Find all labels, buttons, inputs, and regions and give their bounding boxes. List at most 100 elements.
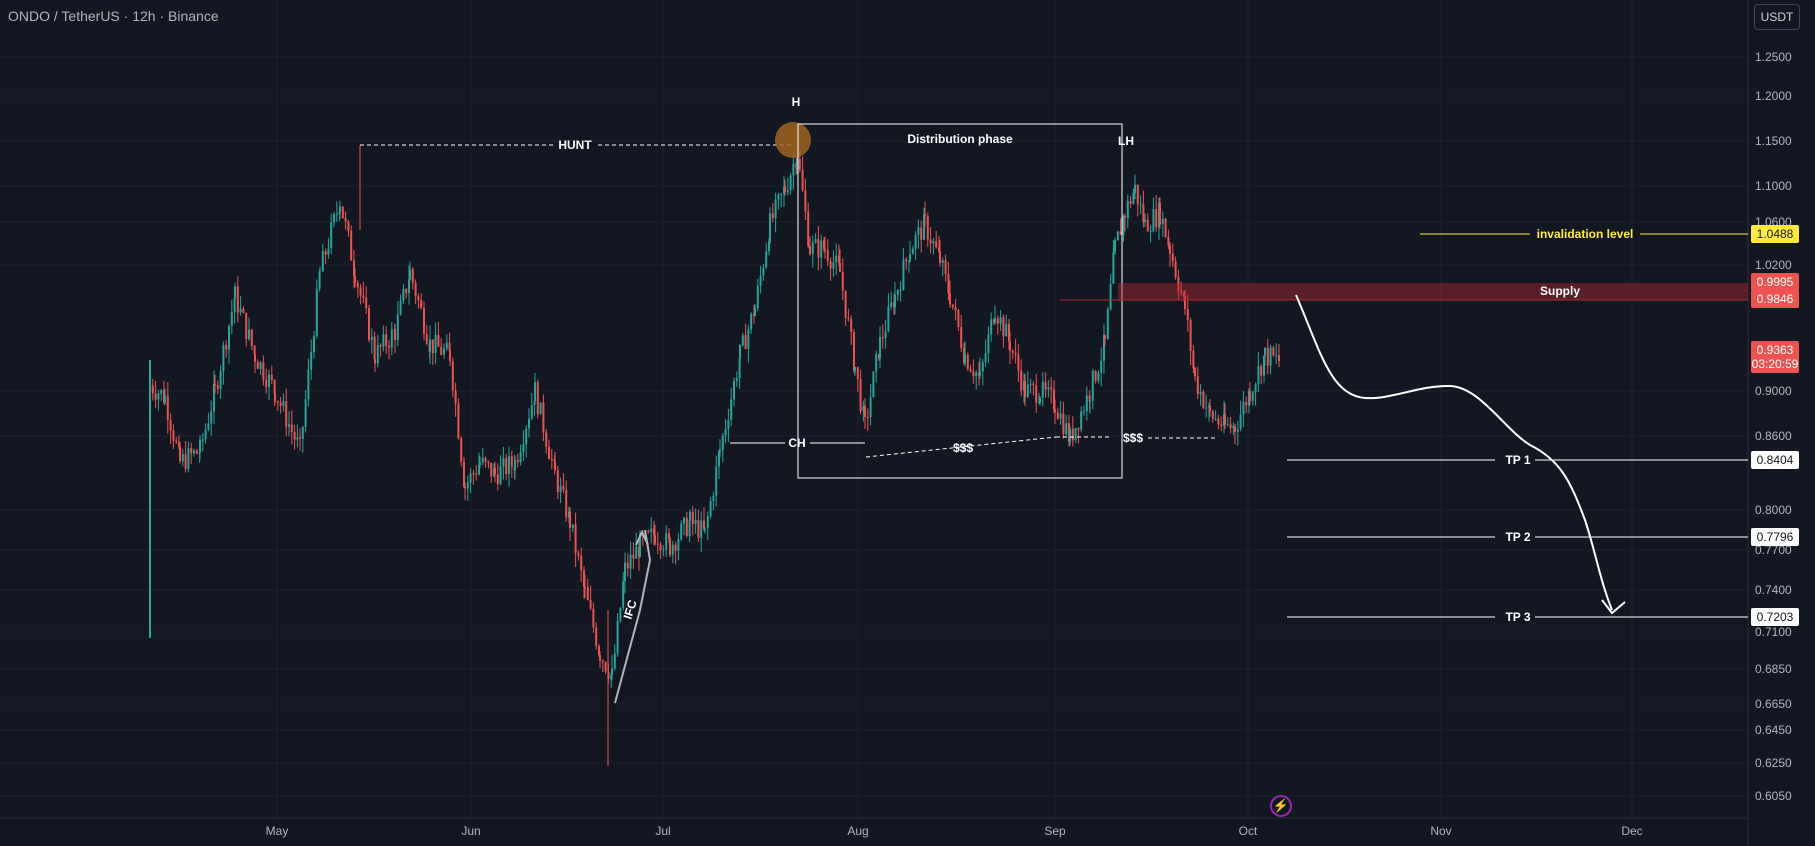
candle-body	[207, 423, 210, 430]
lightning-icon[interactable]: ⚡	[1270, 795, 1292, 817]
candle-body	[321, 251, 324, 272]
candle-body	[653, 528, 655, 536]
candle-body	[288, 424, 290, 427]
candle-body	[365, 297, 368, 309]
candle-body	[1134, 184, 1136, 193]
candle-body	[1202, 391, 1205, 408]
price-badge-tp3	[1751, 608, 1799, 626]
candle-body	[339, 206, 341, 212]
tp3-label: TP 3	[1505, 610, 1530, 624]
candle-body	[1180, 290, 1183, 293]
currency-button[interactable]: USDT	[1754, 4, 1800, 30]
candle-body	[1257, 365, 1260, 385]
candle-body	[730, 399, 733, 421]
candle-body	[598, 646, 600, 655]
candle-body	[595, 627, 598, 647]
candle-body	[475, 473, 478, 475]
price-axis	[1748, 0, 1815, 846]
candle-body	[1065, 423, 1068, 435]
candle-body	[1142, 204, 1145, 223]
candle-body	[706, 516, 709, 528]
symbol-title[interactable]: ONDO / TetherUS · 12h · Binance	[8, 8, 219, 24]
candle-body	[583, 570, 585, 588]
candle-body	[680, 523, 683, 540]
candle-body	[1008, 324, 1010, 342]
candle-body	[429, 339, 431, 352]
candle-body	[1085, 395, 1088, 412]
candle-body	[356, 283, 359, 288]
candle-body	[1050, 387, 1053, 390]
candle-body	[382, 334, 385, 347]
candle-body	[394, 329, 396, 341]
candle-body	[539, 402, 542, 415]
candle-body	[864, 405, 866, 417]
candle-body	[178, 441, 180, 447]
candle-body	[814, 239, 817, 243]
candle-body	[801, 169, 804, 191]
candle-body	[254, 354, 256, 362]
candle-body	[222, 345, 225, 372]
candle-body	[1159, 203, 1161, 225]
candle-body	[304, 399, 307, 427]
candle-body	[1119, 231, 1122, 235]
candle-body	[313, 336, 315, 352]
candle-body	[466, 482, 469, 489]
candle-body	[659, 544, 662, 551]
candle-body	[733, 380, 735, 400]
candle-body	[765, 251, 768, 268]
candle-body	[1186, 309, 1189, 321]
candle-body	[972, 371, 975, 377]
candle-body	[457, 403, 460, 439]
candle-body	[944, 260, 947, 274]
candle-body	[359, 287, 362, 296]
candle-body	[533, 401, 536, 405]
candle-body	[530, 404, 533, 419]
candle-body	[798, 158, 801, 170]
candle-body	[859, 379, 862, 412]
candle-body	[571, 524, 574, 528]
candle-body	[914, 235, 917, 249]
candle-body	[1272, 347, 1275, 356]
candle-body	[1056, 412, 1059, 419]
candle-body	[923, 214, 925, 240]
candle-body	[440, 346, 443, 355]
candle-body	[1211, 411, 1214, 419]
candle-body	[869, 397, 872, 418]
candle-body	[872, 371, 875, 398]
candle-body	[496, 474, 499, 485]
candle-body	[1226, 424, 1229, 426]
candle-body	[1242, 402, 1245, 415]
candle-body	[616, 620, 619, 654]
candle-body	[273, 380, 276, 394]
candle-body	[175, 441, 178, 443]
candle-body	[233, 298, 236, 313]
candle-body	[239, 308, 242, 313]
candle-body	[545, 432, 548, 447]
candle-body	[881, 336, 884, 339]
candle-body	[525, 428, 528, 445]
candle-body	[866, 416, 869, 418]
candle-body	[691, 511, 694, 524]
invalidation-label: invalidation level	[1537, 227, 1634, 241]
candle-body	[1234, 426, 1236, 432]
candle-body	[574, 524, 577, 553]
candle-body	[762, 267, 765, 276]
candle-body	[727, 420, 730, 429]
candle-body	[809, 246, 811, 254]
candle-body	[285, 401, 288, 427]
x-tick-label: Sep	[1044, 824, 1066, 838]
candle-body	[379, 345, 382, 347]
candle-body	[577, 552, 580, 556]
tp2-label: TP 2	[1505, 530, 1530, 544]
candle-body	[688, 520, 691, 536]
candle-body	[1053, 389, 1055, 410]
candle-body	[522, 444, 525, 453]
candle-body	[604, 662, 607, 672]
candle-body	[1183, 292, 1185, 297]
price-badge-current-countdown: 03:20:59	[1752, 357, 1799, 371]
candle-body	[1217, 418, 1220, 425]
candle-body	[835, 255, 838, 263]
candle-body	[1126, 200, 1129, 218]
candle-body	[478, 464, 480, 475]
